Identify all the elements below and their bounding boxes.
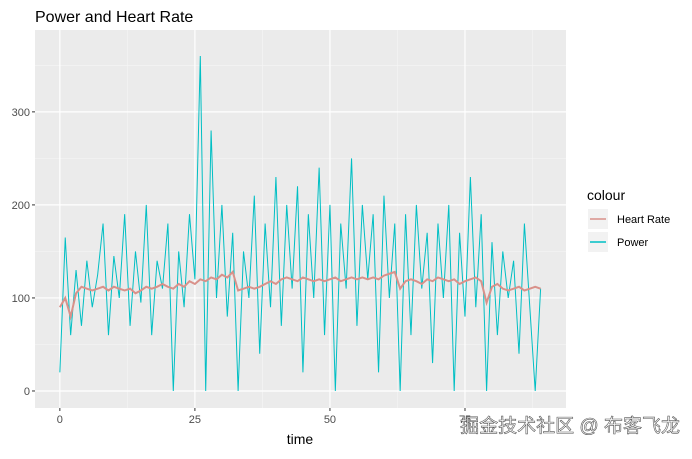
x-tick-label: 50 xyxy=(324,414,336,426)
y-tick-label: 200 xyxy=(12,200,30,212)
panel xyxy=(35,30,566,408)
series-line xyxy=(58,269,541,321)
watermark: 掘金技术社区 @ 布客飞龙 xyxy=(460,415,680,437)
legend-title: colour xyxy=(587,187,625,203)
y-tick-label: 0 xyxy=(24,386,30,398)
x-axis-label: time xyxy=(287,431,314,447)
legend-label: Power xyxy=(617,237,649,249)
y-tick-label: 300 xyxy=(12,107,30,119)
chart-title: Power and Heart Rate xyxy=(35,9,193,26)
x-tick-label: 75 xyxy=(459,414,471,426)
legend-label: Heart Rate xyxy=(617,214,670,226)
x-tick-label: 0 xyxy=(57,414,63,426)
x-tick-label: 25 xyxy=(189,414,201,426)
y-tick-label: 100 xyxy=(12,293,30,305)
